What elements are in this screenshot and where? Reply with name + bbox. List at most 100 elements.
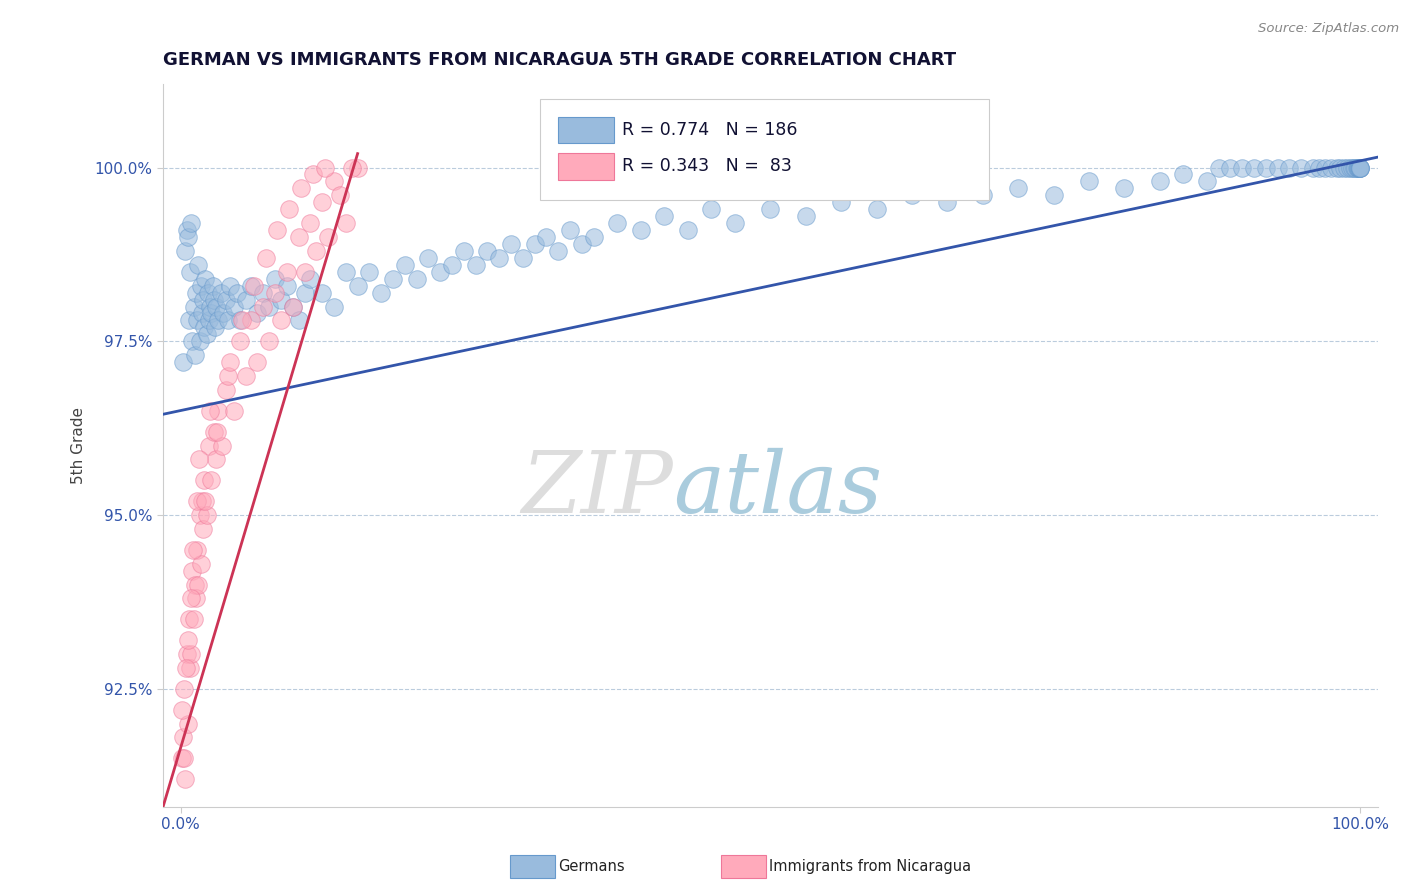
Point [1313,161,1336,175]
Point [235,293,257,307]
Point [382,271,405,285]
Point [205,452,228,467]
Point [1308,161,1330,175]
Point [226,285,249,300]
Point [1267,161,1289,175]
Point [194,494,217,508]
Point [180,647,202,661]
Point [299,271,322,285]
Point [202,425,225,439]
Point [176,647,198,661]
Point [173,751,195,765]
Point [287,313,309,327]
Point [219,355,242,369]
Point [865,202,887,217]
Point [186,313,208,327]
Point [335,265,357,279]
Point [201,278,224,293]
Point [188,452,211,467]
Point [183,300,205,314]
Text: Germans: Germans [558,859,624,873]
Point [266,223,288,237]
Point [184,285,207,300]
Point [191,522,214,536]
Point [676,223,699,237]
Point [1344,161,1367,175]
Text: R = 0.774   N = 186: R = 0.774 N = 186 [623,120,797,138]
Point [202,293,225,307]
Point [1302,161,1324,175]
Point [724,216,747,230]
Text: GERMAN VS IMMIGRANTS FROM NICARAGUA 5TH GRADE CORRELATION CHART: GERMAN VS IMMIGRANTS FROM NICARAGUA 5TH … [163,51,956,69]
Point [198,404,221,418]
Point [212,306,235,320]
Point [1348,161,1371,175]
Point [246,306,269,320]
Point [1077,174,1099,188]
Point [195,508,218,522]
Point [243,278,266,293]
Point [195,327,218,342]
Point [314,161,336,175]
Point [172,703,194,717]
Point [174,772,197,787]
Point [1007,181,1029,195]
Point [1114,181,1136,195]
Point [252,285,274,300]
Point [177,313,200,327]
Point [1348,161,1371,175]
Point [276,278,298,293]
Point [240,313,263,327]
Point [190,557,212,571]
Point [214,383,236,397]
Point [200,306,222,320]
Point [1341,161,1364,175]
Point [1278,161,1301,175]
Point [179,265,201,279]
FancyBboxPatch shape [558,117,613,144]
Point [1348,161,1371,175]
Point [340,161,363,175]
Point [198,313,221,327]
Point [453,244,475,258]
Point [191,293,214,307]
Point [652,209,675,223]
Point [1326,161,1348,175]
Point [270,313,292,327]
Point [183,612,205,626]
Point [187,577,209,591]
Point [1243,161,1265,175]
Point [187,258,209,272]
Point [1348,161,1371,175]
Point [170,751,193,765]
Point [1347,161,1369,175]
Point [1347,161,1369,175]
Point [418,251,440,265]
Point [181,564,204,578]
Point [630,223,652,237]
Point [972,188,994,202]
Text: atlas: atlas [673,448,883,530]
Point [536,230,558,244]
Point [217,369,239,384]
Point [193,473,215,487]
Point [278,202,301,217]
Point [311,285,333,300]
Point [264,285,287,300]
Point [219,278,242,293]
Text: Source: ZipAtlas.com: Source: ZipAtlas.com [1258,22,1399,36]
Point [405,271,427,285]
Point [582,230,605,244]
Point [1254,161,1277,175]
Point [211,438,233,452]
Point [207,404,229,418]
Point [759,202,782,217]
Point [188,334,211,349]
Point [222,404,245,418]
Point [1232,161,1254,175]
Point [1219,161,1241,175]
Point [240,278,263,293]
Point [311,195,333,210]
Point [186,494,208,508]
Point [257,334,280,349]
